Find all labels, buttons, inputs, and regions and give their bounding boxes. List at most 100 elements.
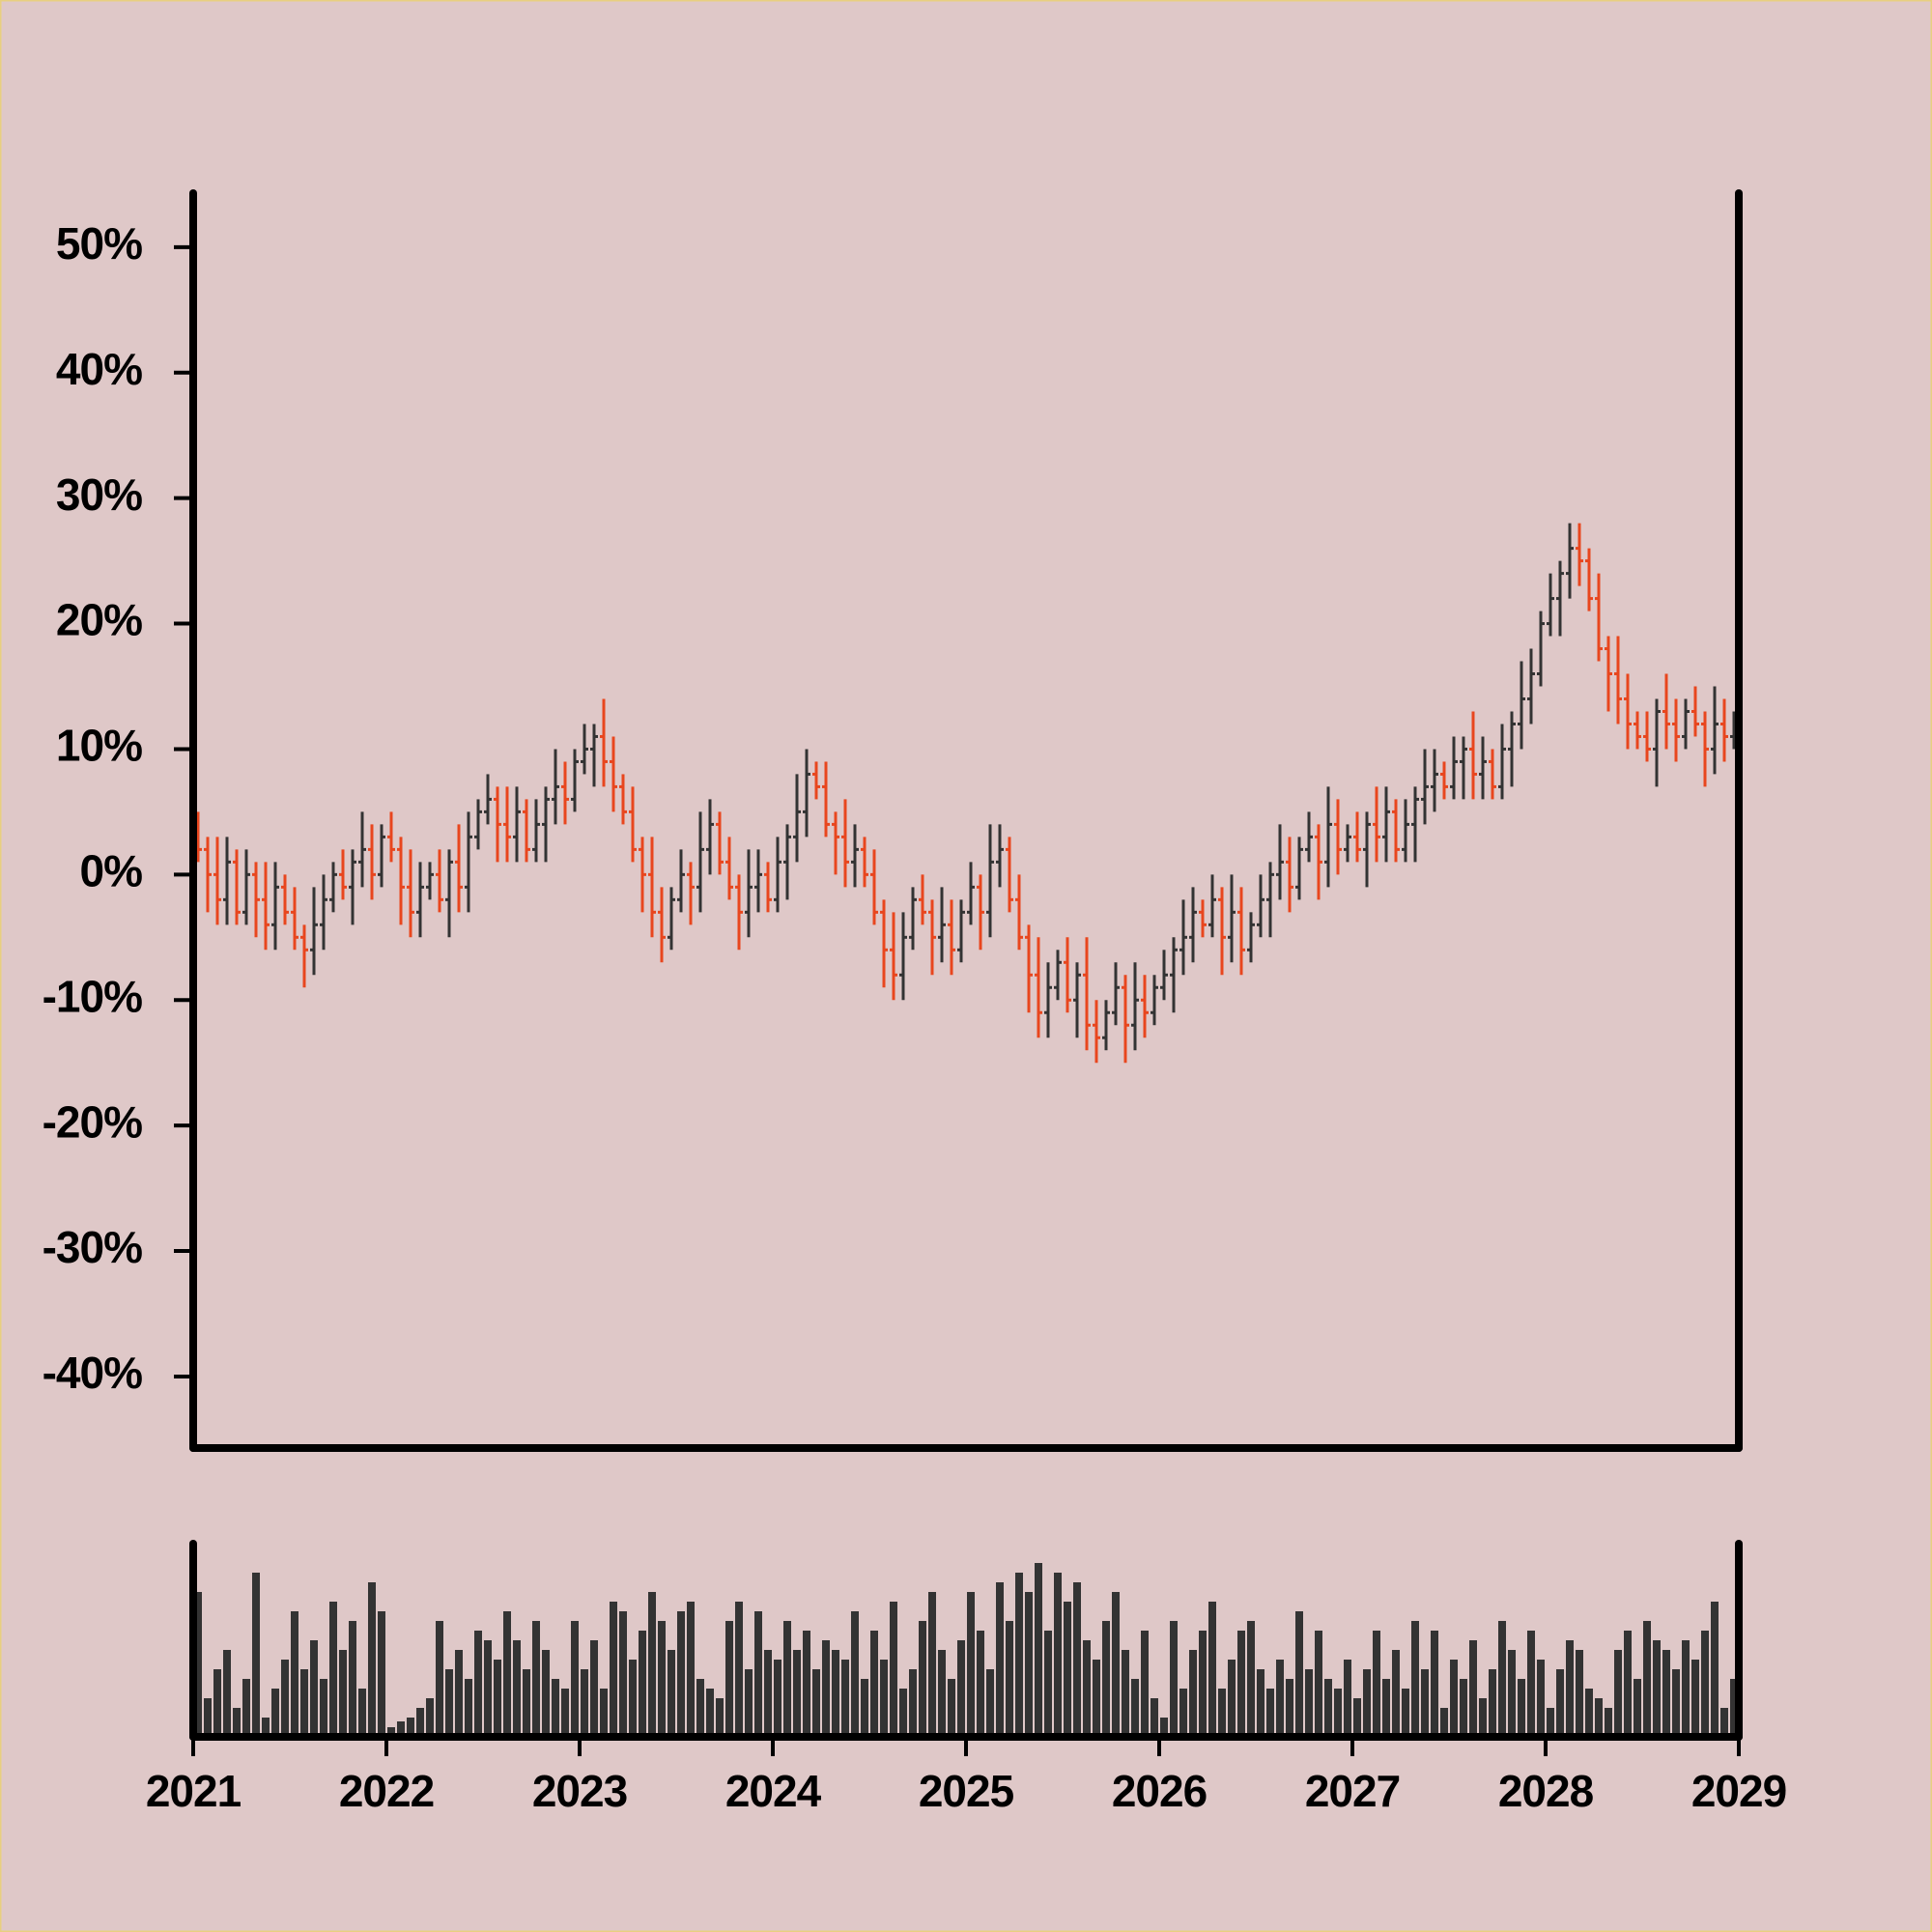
- volume-bar: [271, 1689, 279, 1737]
- volume-bar: [890, 1602, 897, 1737]
- volume-bar: [928, 1592, 936, 1737]
- volume-bar: [967, 1592, 975, 1737]
- volume-bar: [909, 1669, 917, 1737]
- volume-bar: [919, 1621, 926, 1737]
- volume-bar: [1353, 1698, 1361, 1737]
- x-tick-label: 2022: [339, 1766, 434, 1816]
- volume-bar: [542, 1650, 550, 1737]
- volume-bar: [194, 1592, 202, 1737]
- volume-bar: [841, 1660, 849, 1737]
- x-tick-label: 2025: [919, 1766, 1014, 1816]
- volume-bar: [1537, 1660, 1545, 1737]
- volume-bar: [774, 1660, 781, 1737]
- volume-bar: [1324, 1679, 1332, 1737]
- volume-bar: [1286, 1679, 1293, 1737]
- volume-bar: [1634, 1679, 1641, 1737]
- volume-bar: [523, 1669, 530, 1737]
- x-tick-label: 2021: [146, 1766, 242, 1816]
- volume-bar: [600, 1689, 608, 1737]
- volume-bar: [503, 1611, 511, 1737]
- volume-bar: [1547, 1708, 1554, 1737]
- volume-bar: [1411, 1621, 1419, 1737]
- volume-bar: [436, 1621, 443, 1737]
- volume-bar: [1711, 1602, 1719, 1737]
- volume-bar: [1083, 1640, 1091, 1737]
- volume-bar: [1373, 1631, 1380, 1737]
- volume-bar: [329, 1602, 337, 1737]
- volume-bar: [320, 1679, 327, 1737]
- volume-bar: [1489, 1669, 1496, 1737]
- y-tick-label: 20%: [56, 595, 142, 645]
- volume-bar: [1469, 1640, 1477, 1737]
- volume-bar: [310, 1640, 318, 1737]
- volume-bar: [793, 1650, 801, 1737]
- volume-bar: [416, 1708, 424, 1737]
- volume-bar: [1334, 1689, 1342, 1737]
- volume-bar: [242, 1679, 250, 1737]
- volume-bar: [1208, 1602, 1216, 1737]
- volume-bar: [1266, 1689, 1274, 1737]
- volume-bar: [1073, 1582, 1081, 1737]
- y-tick-label: -20%: [43, 1096, 142, 1147]
- volume-bar: [629, 1660, 637, 1737]
- volume-bar: [725, 1621, 733, 1737]
- volume-bar: [1064, 1602, 1071, 1737]
- y-tick-label: -10%: [43, 971, 142, 1021]
- volume-bar: [407, 1718, 414, 1737]
- volume-bar: [1421, 1669, 1429, 1737]
- volume-bar: [1508, 1650, 1516, 1737]
- volume-bar: [1460, 1679, 1467, 1737]
- volume-bar: [1044, 1631, 1052, 1737]
- volume-bar: [783, 1621, 791, 1737]
- volume-bar: [1672, 1669, 1680, 1737]
- volume-bar: [1160, 1718, 1168, 1737]
- volume-bar: [1556, 1669, 1564, 1737]
- volume-bar: [1122, 1650, 1129, 1737]
- volume-bar: [1199, 1631, 1207, 1737]
- volume-bar: [1682, 1640, 1690, 1737]
- volume-bar: [339, 1650, 347, 1737]
- volume-bar: [1653, 1640, 1661, 1737]
- volume-bar: [1102, 1621, 1110, 1737]
- volume-bar: [1624, 1631, 1632, 1737]
- volume-bar: [754, 1611, 762, 1737]
- x-tick-label: 2027: [1305, 1766, 1400, 1816]
- volume-bar: [977, 1631, 984, 1737]
- volume-bar: [1566, 1640, 1574, 1737]
- volume-bar: [1170, 1621, 1178, 1737]
- volume-bar: [465, 1679, 472, 1737]
- volume-bar: [851, 1611, 859, 1737]
- volume-bar: [1431, 1631, 1438, 1737]
- volume-bar: [1614, 1650, 1622, 1737]
- volume-bar: [803, 1631, 810, 1737]
- volume-bar: [948, 1679, 955, 1737]
- volume-bar: [1276, 1660, 1284, 1737]
- y-tick-label: 30%: [56, 469, 142, 520]
- volume-bar: [938, 1650, 946, 1737]
- volume-bar: [300, 1669, 308, 1737]
- volume-bar: [658, 1621, 666, 1737]
- volume-bar: [1151, 1698, 1158, 1737]
- volume-bar: [706, 1689, 714, 1737]
- volume-bar: [1131, 1679, 1139, 1737]
- volume-bar: [513, 1640, 521, 1737]
- volume-bar: [822, 1640, 830, 1737]
- volume-bar: [262, 1718, 270, 1737]
- volume-bar: [1054, 1573, 1062, 1737]
- y-tick-label: 50%: [56, 218, 142, 269]
- volume-bar: [474, 1631, 482, 1737]
- volume-bar: [1093, 1660, 1100, 1737]
- volume-bar: [358, 1689, 366, 1737]
- volume-bar: [696, 1679, 704, 1737]
- volume-bar: [1662, 1650, 1670, 1737]
- volume-bar: [745, 1669, 753, 1737]
- volume-bar: [1585, 1689, 1593, 1737]
- y-tick-label: 10%: [56, 721, 142, 771]
- volume-bar: [677, 1611, 685, 1737]
- volume-bar: [1112, 1592, 1120, 1737]
- volume-bar: [764, 1650, 772, 1737]
- volume-bar: [581, 1669, 588, 1737]
- volume-bar: [899, 1689, 907, 1737]
- x-tick-label: 2029: [1691, 1766, 1786, 1816]
